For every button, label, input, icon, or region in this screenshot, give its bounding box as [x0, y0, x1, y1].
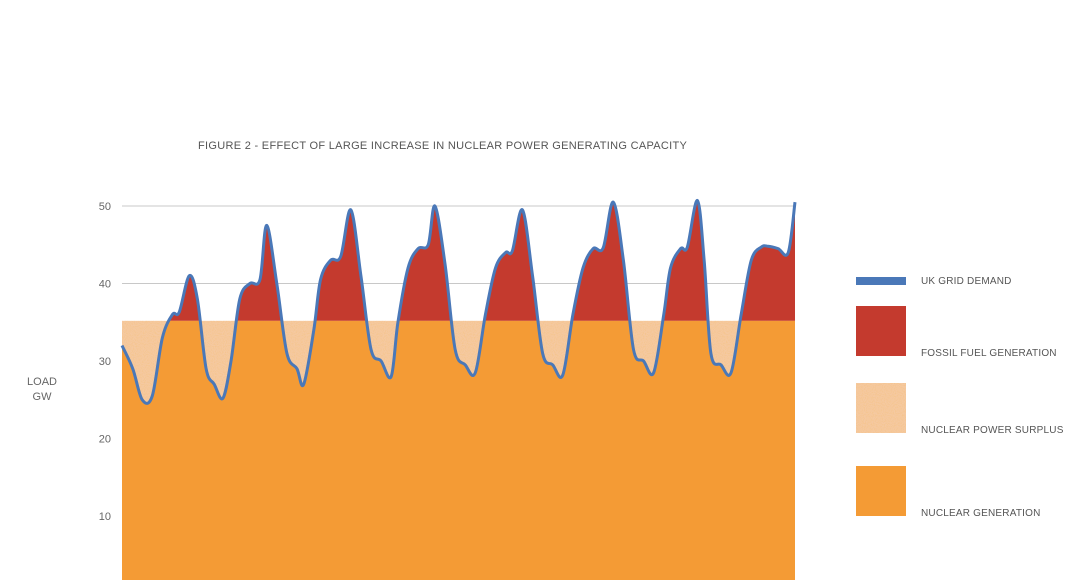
legend-swatch-surplus-texture: [856, 383, 906, 433]
chart-title: FIGURE 2 - EFFECT OF LARGE INCREASE IN N…: [198, 140, 688, 152]
uk-grid-demand-line: [120, 199, 797, 405]
legend-label-surplus: NUCLEAR POWER SURPLUS: [921, 425, 1064, 436]
y-tick-label: 20: [99, 434, 111, 446]
plot-area: [120, 199, 797, 580]
nuclear-generation-area: [122, 320, 795, 580]
y-tick-label: 30: [99, 356, 111, 368]
legend-swatch-demand: [856, 277, 906, 285]
y-tick-label: 40: [99, 279, 111, 291]
legend: UK GRID DEMAND FOSSIL FUEL GENERATION NU…: [856, 276, 1064, 519]
legend-label-demand: UK GRID DEMAND: [921, 276, 1012, 287]
legend-label-fossil: FOSSIL FUEL GENERATION: [921, 348, 1057, 359]
fossil-fuel-generation-area: [168, 200, 795, 321]
y-tick-label: 50: [99, 201, 111, 213]
legend-swatch-fossil: [856, 306, 906, 356]
legend-label-nuclear: NUCLEAR GENERATION: [921, 508, 1041, 519]
legend-swatch-nuclear: [856, 466, 906, 516]
y-axis-label-line-1: LOAD: [27, 376, 57, 388]
y-tick-label: 10: [99, 511, 111, 523]
y-axis-label-line-2: GW: [33, 391, 53, 403]
y-axis-ticks: 10 20 30 40 50: [99, 201, 111, 523]
